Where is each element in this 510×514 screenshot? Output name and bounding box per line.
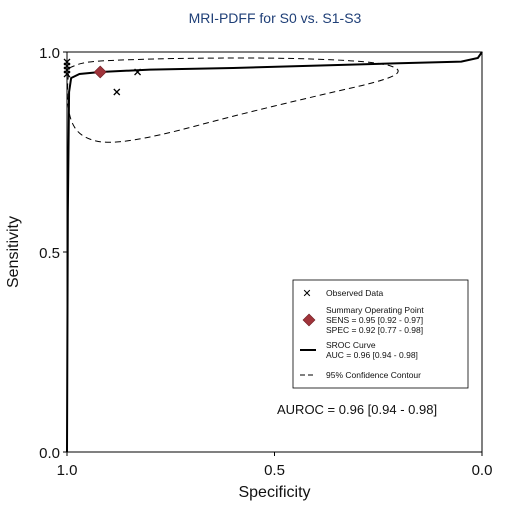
observed-data-point	[63, 70, 71, 78]
legend-summary-label-3: SPEC = 0.92 [0.77 - 0.98]	[326, 325, 423, 335]
legend-observed-label: Observed Data	[326, 288, 383, 298]
y-tick-label: 0.0	[39, 445, 60, 462]
legend-sroc-label-2: AUC = 0.96 [0.94 - 0.98]	[326, 350, 418, 360]
y-axis: 0.0 0.5 1.0 Sensitivity	[5, 45, 67, 462]
x-tick-label: 0.0	[472, 462, 493, 479]
legend-sroc-label-1: SROC Curve	[326, 340, 376, 350]
legend: ✕ Observed Data Summary Operating Point …	[292, 279, 469, 389]
y-tick-label: 1.0	[39, 45, 60, 62]
observed-data-point	[134, 68, 142, 76]
x-axis-label: Specificity	[238, 484, 310, 501]
data-layer	[63, 51, 483, 453]
x-tick-label: 0.5	[264, 462, 285, 479]
legend-summary-label-2: SENS = 0.95 [0.92 - 0.97]	[326, 315, 423, 325]
y-tick-label: 0.5	[39, 245, 60, 262]
sroc-curve	[66, 51, 483, 453]
x-tick-label: 1.0	[57, 462, 78, 479]
confidence-contour	[66, 57, 399, 143]
summary-operating-point	[93, 65, 107, 79]
chart-title: MRI-PDFF for S0 vs. S1-S3	[189, 10, 362, 26]
auroc-annotation: AUROC = 0.96 [0.94 - 0.98]	[277, 402, 437, 417]
legend-contour-label: 95% Confidence Contour	[326, 370, 421, 380]
legend-summary-label-1: Summary Operating Point	[326, 305, 424, 315]
legend-box	[292, 279, 469, 389]
y-axis-label: Sensitivity	[5, 216, 22, 288]
x-axis: 1.0 0.5 0.0 Specificity	[57, 452, 493, 501]
legend-summary-diamond-icon	[302, 313, 316, 327]
plot-frame	[66, 51, 483, 453]
observed-data-point	[113, 88, 121, 96]
legend-observed-icon: ✕	[302, 287, 311, 300]
